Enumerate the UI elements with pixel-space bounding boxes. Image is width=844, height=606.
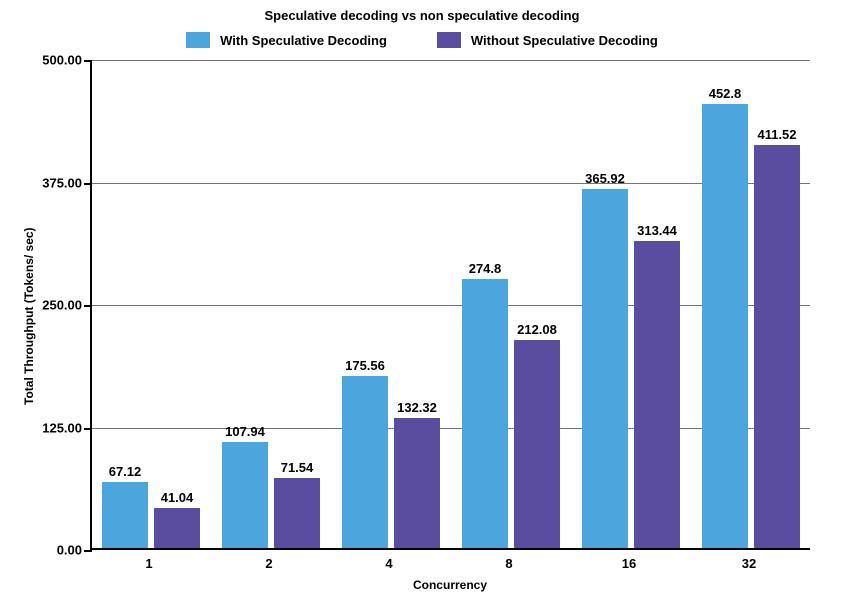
legend: With Speculative Decoding Without Specul… — [0, 32, 844, 48]
y-tick — [84, 550, 92, 552]
bar-value-label: 107.94 — [225, 424, 265, 439]
bar-group: 67.12 41.04 — [102, 58, 222, 548]
bar-value-label: 313.44 — [637, 223, 677, 238]
chart-container: Speculative decoding vs non speculative … — [0, 0, 844, 606]
bar-value-label: 452.8 — [709, 86, 742, 101]
bar-group: 175.56 132.32 — [342, 58, 462, 548]
bar-value-label: 212.08 — [517, 322, 557, 337]
bar-with — [702, 104, 748, 548]
legend-swatch-with — [186, 32, 210, 48]
legend-item-without: Without Speculative Decoding — [437, 32, 658, 48]
bar-group: 452.8 411.52 — [702, 58, 822, 548]
bar-value-label: 411.52 — [757, 127, 796, 142]
legend-label-with: With Speculative Decoding — [220, 33, 387, 48]
bar-value-label: 365.92 — [585, 171, 625, 186]
legend-swatch-without — [437, 32, 461, 48]
bar-value-label: 274.8 — [469, 261, 502, 276]
y-tick-label: 125.00 — [30, 420, 82, 435]
y-tick-label: 375.00 — [30, 175, 82, 190]
y-tick-label: 0.00 — [30, 543, 82, 558]
chart-title: Speculative decoding vs non speculative … — [0, 8, 844, 23]
bar-without — [154, 508, 200, 548]
legend-label-without: Without Speculative Decoding — [471, 33, 658, 48]
plot-area: 67.12 41.04 107.94 71.54 175.56 132.32 274.8 21… — [90, 60, 810, 550]
x-tick-label: 32 — [700, 556, 798, 571]
y-tick — [84, 305, 92, 307]
x-tick-label: 2 — [220, 556, 318, 571]
bar-value-label: 132.32 — [397, 400, 437, 415]
x-tick-label: 1 — [100, 556, 198, 571]
bar-without — [634, 241, 680, 548]
bar-with — [102, 482, 148, 548]
bar-with — [582, 189, 628, 548]
y-tick — [84, 183, 92, 185]
y-tick — [84, 428, 92, 430]
bar-with — [342, 376, 388, 548]
y-tick-label: 500.00 — [30, 53, 82, 68]
bar-with — [462, 279, 508, 548]
bar-value-label: 175.56 — [345, 358, 385, 373]
bar-without — [514, 340, 560, 548]
bar-group: 274.8 212.08 — [462, 58, 582, 548]
bar-value-label: 67.12 — [109, 464, 142, 479]
legend-item-with: With Speculative Decoding — [186, 32, 387, 48]
bar-value-label: 71.54 — [281, 460, 314, 475]
x-tick-label: 8 — [460, 556, 558, 571]
y-tick-label: 250.00 — [30, 298, 82, 313]
x-tick-label: 16 — [580, 556, 678, 571]
y-tick — [84, 60, 92, 62]
bar-group: 365.92 313.44 — [582, 58, 702, 548]
bar-without — [394, 418, 440, 548]
bar-without — [274, 478, 320, 548]
x-axis-label: Concurrency — [90, 578, 810, 592]
x-tick-label: 4 — [340, 556, 438, 571]
bar-with — [222, 442, 268, 548]
y-axis-label: Total Throughput (Tokens/ sec) — [22, 227, 36, 405]
bar-value-label: 41.04 — [161, 490, 194, 505]
bar-without — [754, 145, 800, 548]
bar-group: 107.94 71.54 — [222, 58, 342, 548]
